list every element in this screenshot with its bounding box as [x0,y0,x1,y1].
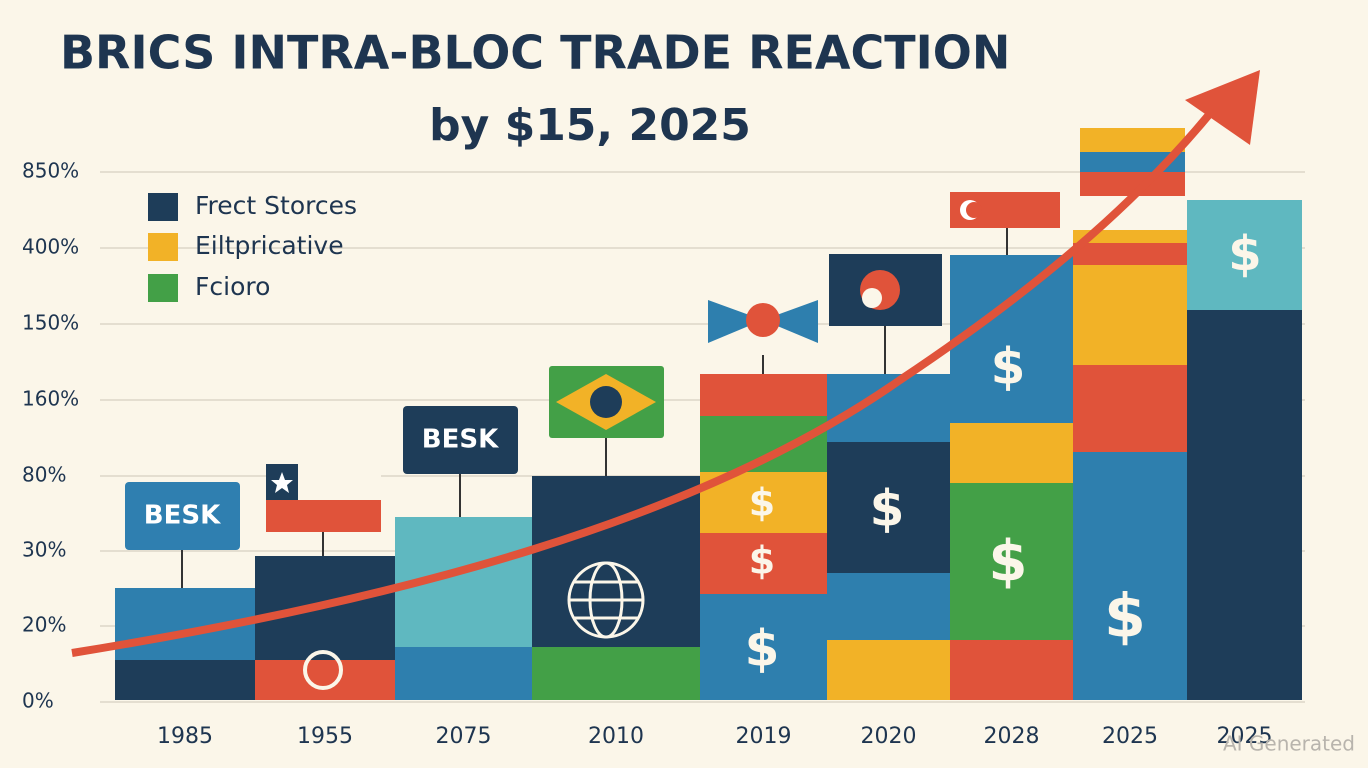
bar-segment [1073,365,1187,452]
x-axis-label: 1955 [297,724,353,749]
flag-shape [763,300,818,343]
watermark: AI Generated [1223,732,1355,756]
legend-swatch [148,233,178,261]
bar-segment [700,533,827,594]
callout-box [403,406,518,474]
currency-symbol: $ [745,620,780,678]
bar-segment [1187,310,1302,700]
bar-segment [115,660,255,700]
bar-segment [532,647,700,700]
legend-swatch [148,193,178,221]
trend-arrow [71,92,1229,657]
legend-label: Fcioro [195,272,270,301]
legend-swatch [148,274,178,302]
bar-segment [700,594,827,700]
y-axis-label: 150% [22,311,79,335]
flag-stripe [1080,128,1185,152]
y-axis-label: 400% [22,235,79,259]
subtitle: by $15, 2025 [429,100,751,151]
bar-segment [395,647,532,700]
flag-crescent [966,202,982,218]
flag-stripe [266,500,381,532]
bar-segment [827,442,950,573]
x-axis-label: 2010 [588,724,644,749]
y-axis-label: 0% [22,689,54,713]
legend-label: Frect Storces [195,191,357,220]
title: BRICS INTRA-BLOC TRADE REACTION [60,26,1010,80]
bar-segment [827,640,950,700]
x-axis-label: 1985 [157,724,213,749]
bar-segment [950,483,1073,640]
bar-segment [1073,265,1187,365]
bar-segment [950,640,1073,700]
decorations [71,70,1260,690]
bar-segment [950,255,1073,423]
flag-shape [708,300,763,343]
y-axis-label: 30% [22,538,66,562]
bar-segment [1073,243,1187,265]
x-axis-label: 2028 [984,724,1040,749]
bar-segment [1187,200,1302,310]
y-axis-label: 160% [22,387,79,411]
callout-box [125,482,240,550]
y-axis-label: 20% [22,613,66,637]
legend-label: Eiltpricative [195,231,344,260]
x-axis-label: 2075 [436,724,492,749]
currency-symbol: $ [870,480,905,538]
currency-symbol: $ [1104,582,1146,652]
x-axis-label: 2019 [736,724,792,749]
x-axis-label: 2025 [1217,724,1273,749]
bar-segment [1073,452,1187,700]
currency-symbol: $ [749,539,775,583]
flag-globe [590,386,622,418]
currency-symbol: $ [989,529,1028,594]
bar-segment [827,573,950,640]
emblem [862,288,882,308]
bar-segment [700,374,827,416]
currency-symbol: $ [991,338,1026,396]
callout-label: BESK [422,425,499,455]
x-axis-label: 2020 [861,724,917,749]
bar-segment [255,660,395,700]
emblem [303,650,343,690]
bar-segment [1073,230,1187,243]
flag-circle [746,303,780,337]
bar-segment [950,423,1073,483]
y-axis-label: 80% [22,463,66,487]
y-axis-label: 850% [22,159,79,183]
arrow-head [1185,70,1260,145]
currency-symbol: $ [1228,226,1261,282]
x-axis-label: 2025 [1102,724,1158,749]
currency-symbol: $ [749,481,775,525]
labels: 850% 400% 150% 160% 80% 30% 20% 0% 1985 1955 2075 2… [22,159,1355,756]
flag-star [271,472,293,493]
callout-label: BESK [144,501,221,531]
